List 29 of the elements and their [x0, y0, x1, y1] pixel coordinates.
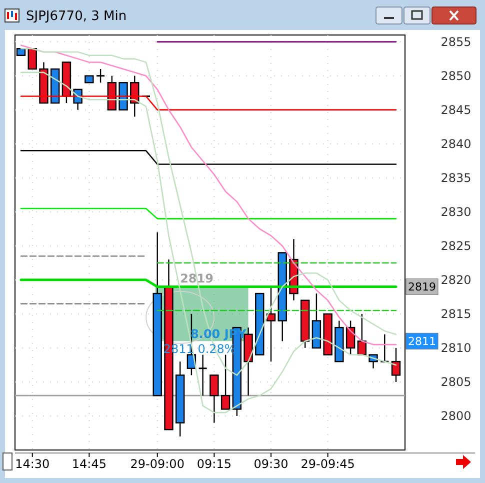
x-tick-label: 14:30 — [15, 457, 50, 471]
y-tick-label: 2830 — [440, 204, 472, 219]
y-tick-label: 2850 — [440, 68, 472, 83]
y-tick-label: 2840 — [440, 136, 472, 151]
candlestick — [220, 354, 230, 410]
candlestick — [391, 347, 401, 383]
candlestick — [28, 48, 37, 70]
candlestick — [266, 286, 276, 362]
y-tick-label: 2805 — [440, 374, 472, 389]
annotation: 2819 — [408, 280, 436, 294]
y-tick-label: 2835 — [440, 170, 472, 185]
candlestick — [96, 68, 106, 84]
y-tick-label: 2855 — [440, 34, 472, 49]
candlestick — [346, 320, 356, 356]
x-tick-label: 09:15 — [196, 457, 232, 471]
y-tick-label: 2820 — [440, 272, 472, 287]
chart-title: SJPJ6770, 3 Min — [26, 9, 127, 24]
x-tick-label: 29-09:00 — [130, 457, 184, 471]
annotation: 2811 — [408, 335, 436, 348]
candlestick — [210, 374, 219, 424]
y-tick-label: 2800 — [440, 408, 472, 423]
x-tick-label: 29-09:45 — [300, 457, 355, 471]
y-tick-label: 2815 — [440, 306, 472, 321]
x-tick-label: 14:45 — [72, 457, 106, 471]
candlestick — [198, 354, 208, 396]
y-tick-label: 2810 — [440, 340, 472, 355]
x-tick-label: 09:30 — [254, 457, 288, 471]
y-tick-label: 2845 — [440, 102, 472, 117]
y-tick-label: 2825 — [440, 238, 472, 253]
